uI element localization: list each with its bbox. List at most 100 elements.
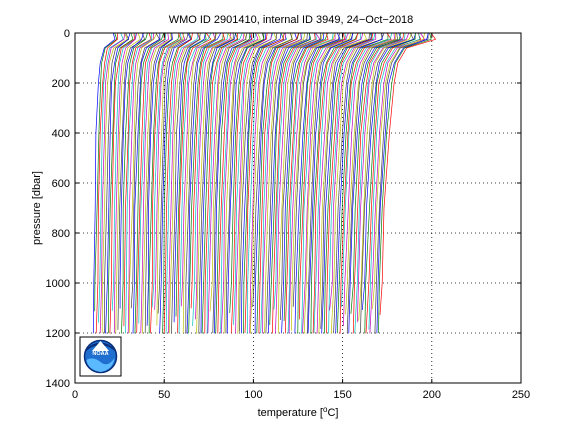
profile-line bbox=[320, 32, 370, 329]
profile-line bbox=[299, 32, 345, 320]
profile-line bbox=[303, 32, 352, 334]
profile-line bbox=[94, 32, 118, 312]
profile-line bbox=[104, 32, 130, 334]
profile-line bbox=[99, 32, 126, 334]
profile-line bbox=[296, 32, 344, 334]
profile-line bbox=[233, 32, 274, 325]
profile-line bbox=[378, 32, 432, 334]
profile-line bbox=[372, 32, 426, 310]
profile-line bbox=[123, 32, 152, 327]
axes-frame bbox=[74, 32, 522, 384]
y-tick-label: 1000 bbox=[46, 278, 70, 290]
profile-line bbox=[287, 32, 334, 334]
profile-line bbox=[190, 32, 226, 309]
profile-line bbox=[269, 32, 312, 326]
profile-line bbox=[262, 32, 302, 334]
profile-line bbox=[188, 32, 224, 334]
profile-line bbox=[329, 32, 377, 311]
y-tick-label: 1200 bbox=[46, 328, 70, 340]
profile-line bbox=[258, 32, 299, 334]
profile-line bbox=[313, 32, 361, 334]
profile-line bbox=[273, 32, 317, 310]
profile-line bbox=[379, 32, 437, 316]
profile-line bbox=[300, 32, 347, 334]
profile-line bbox=[306, 32, 354, 334]
profile-line bbox=[318, 32, 367, 334]
profile-line bbox=[173, 32, 206, 323]
profile-line bbox=[109, 32, 135, 334]
profile-line bbox=[230, 32, 268, 334]
profile-line bbox=[268, 33, 310, 334]
profile-line bbox=[220, 32, 259, 334]
profile-line bbox=[361, 32, 416, 311]
x-tick-label: 250 bbox=[512, 389, 530, 401]
logo-text: NOAA bbox=[92, 351, 108, 357]
profile-line bbox=[354, 32, 406, 334]
profile-line bbox=[325, 32, 374, 334]
profile-line bbox=[132, 32, 161, 334]
profile-line bbox=[333, 32, 385, 334]
profile-line bbox=[321, 32, 373, 334]
noaa-wave-icon bbox=[86, 358, 115, 372]
profile-line bbox=[168, 32, 201, 334]
y-tick-label: 200 bbox=[52, 78, 70, 90]
profile-line bbox=[360, 32, 414, 334]
profile-line bbox=[195, 32, 231, 320]
profile-line bbox=[356, 32, 410, 323]
x-tick-label: 150 bbox=[333, 389, 351, 401]
profile-line bbox=[368, 32, 420, 330]
profile-line bbox=[336, 33, 389, 334]
y-axis-label: pressure [dbar] bbox=[31, 171, 43, 245]
profile-line bbox=[105, 32, 131, 334]
profile-line bbox=[264, 32, 306, 334]
profile-line bbox=[119, 32, 144, 309]
profile-line bbox=[136, 32, 166, 334]
profile-line bbox=[281, 32, 325, 334]
profile-line bbox=[249, 32, 286, 334]
profile-line bbox=[192, 32, 229, 327]
profile-line bbox=[175, 32, 207, 317]
profile-line bbox=[346, 32, 398, 334]
profile-line bbox=[154, 32, 186, 310]
profile-line bbox=[207, 32, 245, 334]
profile-line bbox=[140, 32, 169, 334]
profile-line bbox=[335, 32, 383, 334]
profile-line bbox=[260, 32, 303, 334]
profile-line bbox=[252, 32, 293, 308]
profile-line bbox=[127, 32, 154, 334]
profile-line bbox=[130, 32, 160, 309]
noaa-emblem-upper-icon bbox=[85, 342, 116, 352]
x-axis-label-unit: o bbox=[323, 405, 328, 414]
profile-line bbox=[283, 32, 328, 322]
profile-line bbox=[171, 32, 201, 334]
x-tick-label: 0 bbox=[72, 389, 78, 401]
profile-line bbox=[223, 32, 261, 334]
profile-line bbox=[310, 32, 359, 334]
profile-line bbox=[241, 32, 282, 334]
profile-line bbox=[215, 32, 251, 334]
profile-line bbox=[156, 32, 185, 326]
profile-line bbox=[302, 32, 349, 334]
profile-line bbox=[225, 32, 265, 334]
profile-line bbox=[128, 32, 158, 334]
y-tick-label: 800 bbox=[52, 228, 70, 240]
profile-line bbox=[121, 32, 148, 334]
profile-line bbox=[204, 32, 239, 334]
profile-line bbox=[206, 32, 243, 334]
noaa-logo: NOAA bbox=[79, 336, 122, 377]
profile-line bbox=[352, 32, 405, 334]
profile-line bbox=[108, 32, 134, 334]
profile-line bbox=[220, 32, 256, 334]
x-tick-label: 50 bbox=[158, 389, 170, 401]
profile-line bbox=[151, 32, 182, 308]
profile-line bbox=[249, 32, 293, 334]
profile-line bbox=[163, 32, 193, 334]
profile-line bbox=[294, 32, 341, 334]
profile-line bbox=[235, 32, 272, 334]
profile-line bbox=[284, 32, 329, 334]
profile-line bbox=[184, 32, 217, 334]
profile-line bbox=[239, 32, 278, 332]
profile-line bbox=[358, 32, 413, 321]
profile-line bbox=[150, 32, 182, 334]
